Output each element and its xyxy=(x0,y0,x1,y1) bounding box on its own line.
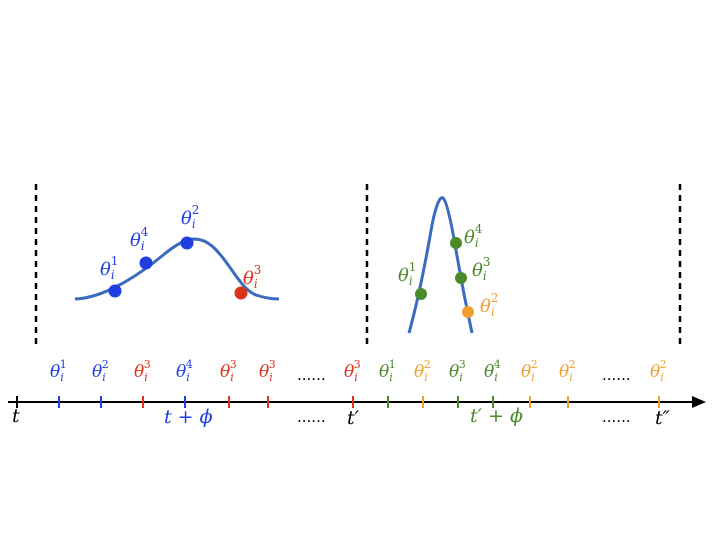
tick-label-4: θi4 xyxy=(176,358,193,384)
ellipsis-bottom-1: ...... xyxy=(297,408,326,426)
curve2-point-3 xyxy=(455,272,467,284)
curve1-point-1 xyxy=(108,284,122,298)
curve1-label-2: θi4 xyxy=(130,225,149,253)
tick-label-10: θi3 xyxy=(449,358,466,384)
curve1-points: θi1 θi4 θi2 θi3 xyxy=(100,203,261,300)
ellipsis-bottom-2: ...... xyxy=(602,408,631,426)
tick-label-14: θi2 xyxy=(650,358,667,384)
tick-label-5: θi3 xyxy=(220,358,237,384)
curve2-point-1 xyxy=(450,237,462,249)
tick-label-6: θi3 xyxy=(259,358,276,384)
tick-theta-labels: θi1 θi2 θi3 θi4 θi3 θi3 θi3 θi1 θi2 θi3 … xyxy=(50,358,667,384)
tick-label-9: θi2 xyxy=(414,358,431,384)
curve1-label-1: θi1 xyxy=(100,254,118,282)
label-t: t xyxy=(12,405,20,427)
label-t-prime-plus-phi: t′ + ϕ xyxy=(470,405,523,427)
curve1-point-4 xyxy=(234,286,248,300)
ellipsis-top-2: ...... xyxy=(602,366,631,384)
tick-label-13: θi2 xyxy=(559,358,576,384)
curve2-label-3: θi3 xyxy=(472,255,490,283)
label-t-double-prime: t″ xyxy=(655,407,670,429)
tick-label-8: θi1 xyxy=(379,358,396,384)
curve2-point-2 xyxy=(415,288,427,300)
curve2-label-4: θi2 xyxy=(480,291,498,319)
curve1-point-2 xyxy=(139,256,153,270)
tick-label-7: θi3 xyxy=(344,358,361,384)
curve1-point-3 xyxy=(180,236,194,250)
curve2-label-2: θi1 xyxy=(398,260,416,288)
tick-label-1: θi1 xyxy=(50,358,67,384)
curve1-label-4: θi3 xyxy=(243,263,261,291)
curve2-point-4 xyxy=(462,306,474,318)
tick-label-11: θi4 xyxy=(484,358,501,384)
tick-label-3: θi3 xyxy=(134,358,151,384)
curve2-points: θi4 θi1 θi3 θi2 xyxy=(398,222,498,319)
wide-gaussian-curve xyxy=(74,237,280,301)
curve1-label-3: θi2 xyxy=(181,203,199,231)
tick-label-12: θi2 xyxy=(521,358,538,384)
label-t-prime: t′ xyxy=(347,407,360,429)
ellipsis-top-1: ...... xyxy=(297,366,326,384)
label-t-plus-phi: t + ϕ xyxy=(164,406,213,428)
curve2-label-1: θi4 xyxy=(464,222,483,250)
tick-label-2: θi2 xyxy=(92,358,109,384)
timeline-arrowhead xyxy=(692,396,706,408)
tick-marks xyxy=(16,396,660,408)
